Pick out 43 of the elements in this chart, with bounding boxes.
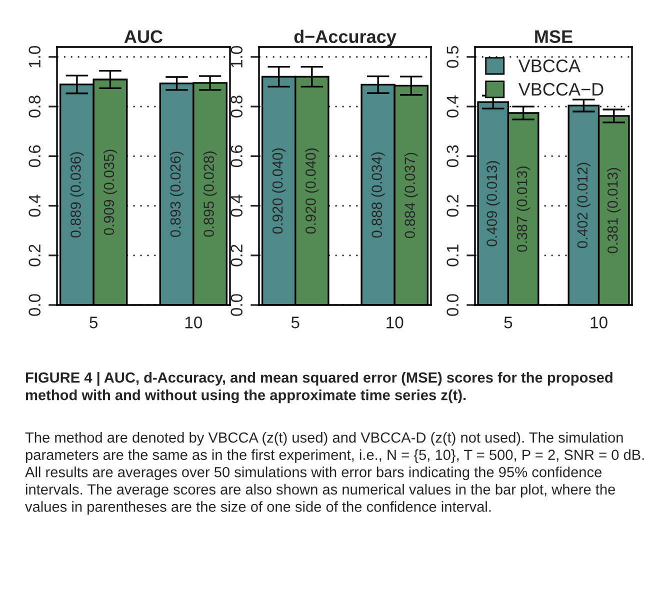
y-tick-label: 0.4: [230, 194, 243, 217]
data-label: 0.387 (0.013): [516, 166, 530, 252]
y-tick-label: 0.2: [446, 195, 459, 217]
x-tick-label: 10: [185, 316, 202, 328]
data-label: 0.402 (0.012): [576, 162, 590, 248]
y-tick-label: 0.0: [446, 294, 459, 316]
y-tick-label: 0.2: [28, 244, 41, 266]
x-tick-label: 10: [386, 316, 404, 328]
y-tick-label: 0.3: [446, 145, 459, 168]
legend-label: VBCCA−D: [518, 82, 604, 96]
y-tick-label: 0.8: [230, 96, 243, 118]
data-label: 0.920 (0.040): [305, 148, 319, 234]
y-tick-label: 1.0: [28, 46, 41, 68]
data-label: 0.889 (0.036): [70, 152, 84, 238]
data-label: 0.884 (0.037): [404, 152, 418, 238]
data-label: 0.920 (0.040): [272, 148, 286, 234]
y-tick-label: 0.1: [446, 244, 459, 266]
chart-title: AUC: [124, 30, 163, 44]
x-tick-label: 5: [90, 316, 98, 328]
legend-label: VBCCA: [518, 59, 581, 72]
y-tick-label: 0.0: [28, 294, 41, 316]
chart-title: MSE: [535, 30, 572, 44]
y-tick-label: 0.6: [28, 145, 41, 168]
data-label: 0.888 (0.034): [371, 152, 385, 238]
y-tick-label: 0.6: [230, 145, 243, 168]
x-tick-label: 10: [590, 316, 608, 328]
caption: FIGURE 4 | AUC, d-Accuracy, and mean squared error (MSE) scores for the proposed method with and without using the approximate time series z(t).: [26, 372, 612, 404]
data-label: 0.381 (0.013): [607, 168, 621, 254]
chart-title: d−Accuracy: [294, 30, 396, 47]
y-tick-label: 0.2: [230, 244, 243, 266]
y-tick-label: 0.5: [446, 46, 459, 68]
y-tick-label: 0.4: [446, 95, 459, 118]
y-tick-label: 0.4: [28, 194, 41, 217]
text: The method are denoted by VBCCA (z(t) used) and VBCCA-D (z(t) not used). The simulation parameters are the same as in the first experiment, i.e., N = {5, 10}, T = 500, P = 2, SNR = 0 dB. All results are averages over 50 simulations with error bars indicating the 95% confidence intervals. The average scores are also shown as numerical values in the bar plot, where the values in parentheses are the size of one side of the confidence interval.: [25, 432, 644, 515]
data-label: 0.893 (0.026): [170, 152, 184, 238]
y-tick-label: 0.8: [28, 96, 41, 118]
y-tick-label: 1.0: [230, 46, 243, 68]
data-label: 0.909 (0.035): [103, 150, 118, 236]
x-tick-label: 5: [504, 316, 512, 328]
y-tick-label: 0.0: [230, 294, 243, 316]
data-label: 0.895 (0.028): [203, 152, 217, 237]
data-label: 0.409 (0.013): [486, 161, 500, 246]
x-tick-label: 5: [291, 316, 300, 328]
